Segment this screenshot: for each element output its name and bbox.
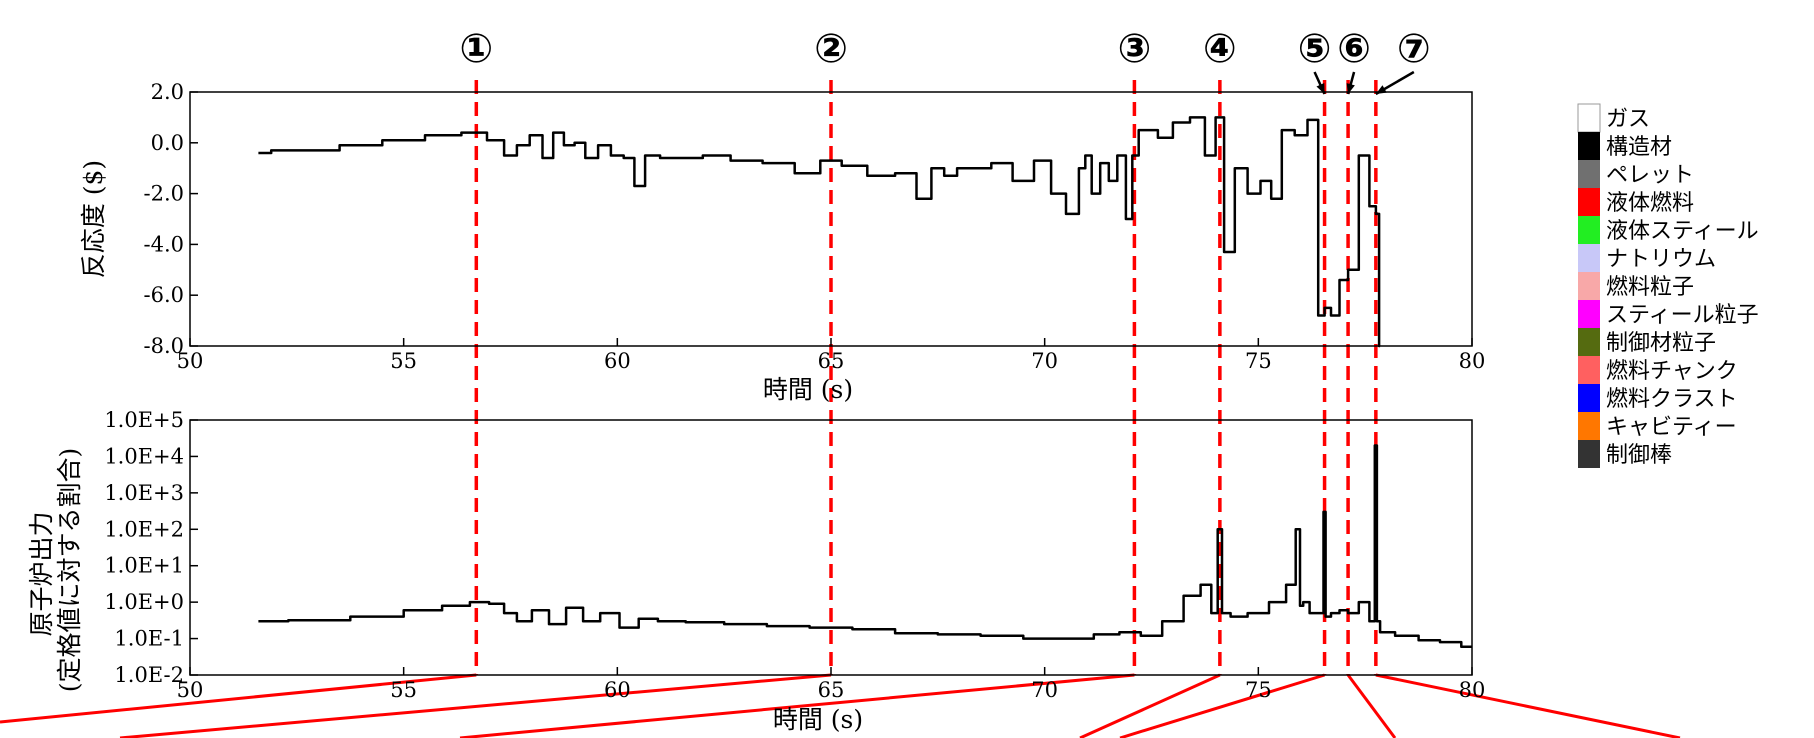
y-tick-label: 1.0E+0	[104, 590, 184, 614]
callout-line	[0, 673, 477, 724]
power-series-line	[258, 444, 1472, 648]
legend-label: キャビティー	[1606, 415, 1737, 440]
legend-item: 燃料粒子	[1578, 272, 1694, 300]
legend-label: 液体燃料	[1606, 191, 1694, 216]
y-tick-label: -6.0	[144, 283, 185, 307]
reactivity-chart: 2.0 0.0 -2.0 -4.0 -6.0 -8.0 50 55 60 65 70 75 80 時間…	[79, 80, 1485, 404]
y-tick-label: 1.0E+5	[104, 408, 184, 432]
legend-label: ナトリウム	[1606, 247, 1716, 272]
callout-lines	[0, 673, 1681, 738]
marker-label: ⑤	[1298, 26, 1332, 72]
x-tick-label: 70	[1031, 349, 1058, 373]
legend-item: 制御材粒子	[1578, 328, 1716, 356]
legend-item: キャビティー	[1578, 412, 1737, 440]
x-tick-label: 60	[604, 349, 631, 373]
x-tick-label: 80	[1459, 678, 1486, 702]
x-tick-label: 55	[390, 349, 417, 373]
x-tick-label: 80	[1459, 349, 1486, 373]
legend-item: ナトリウム	[1578, 244, 1716, 272]
reactivity-series-line	[258, 116, 1381, 348]
y-tick-label: 2.0	[151, 80, 184, 104]
legend-swatch	[1578, 160, 1600, 188]
y-tick-label: 0.0	[151, 131, 184, 155]
marker-label: ①	[459, 26, 493, 72]
legend-item: 構造材	[1578, 132, 1672, 160]
legend-swatch	[1578, 328, 1600, 356]
power-y-axis-label-line2: (定格値に対する割合)	[55, 448, 84, 693]
x-tick-label: 65	[818, 349, 845, 373]
legend-item: 制御棒	[1578, 440, 1672, 468]
marker-label: ④	[1203, 26, 1237, 72]
marker-label: ③	[1117, 26, 1151, 72]
legend-label: 燃料チャンク	[1606, 359, 1738, 384]
legend-swatch	[1578, 300, 1600, 328]
legend-item: ペレット	[1578, 160, 1694, 188]
callout-line	[1079, 673, 1221, 738]
x-tick-label: 50	[177, 349, 204, 373]
reactivity-x-axis-label: 時間 (s)	[763, 375, 853, 404]
marker-label: ⑦	[1397, 26, 1431, 72]
callout-line	[459, 673, 1135, 738]
x-tick-label: 50	[177, 678, 204, 702]
y-tick-label: -8.0	[144, 334, 185, 358]
legend-label: 制御棒	[1606, 443, 1672, 468]
legend-item: 燃料チャンク	[1578, 356, 1738, 384]
legend-swatch	[1578, 188, 1600, 216]
x-tick-label: 65	[818, 678, 845, 702]
callout-line	[1119, 673, 1326, 738]
legend-swatch	[1578, 132, 1600, 160]
legend-label: 制御材粒子	[1606, 331, 1716, 356]
legend-label: 構造材	[1606, 135, 1672, 160]
reactivity-y-ticks: 2.0 0.0 -2.0 -4.0 -6.0 -8.0	[144, 80, 198, 358]
legend: ガス構造材ペレット液体燃料液体スティールナトリウム燃料粒子スティール粒子制御材粒…	[1577, 103, 1759, 468]
legend-swatch	[1578, 440, 1600, 468]
legend-label: 燃料粒子	[1606, 275, 1694, 300]
legend-label: ガス	[1606, 107, 1650, 132]
callout-line	[119, 673, 832, 738]
power-chart: 1.0E+5 1.0E+4 1.0E+3 1.0E+2 1.0E+1 1.0E+0 1.0E…	[27, 408, 1485, 734]
x-tick-label: 75	[1245, 678, 1272, 702]
legend-item: 液体燃料	[1578, 188, 1694, 216]
legend-label: スティール粒子	[1606, 303, 1759, 328]
legend-item: 液体スティール	[1578, 216, 1759, 244]
y-tick-label: 1.0E-1	[114, 627, 184, 651]
y-tick-label: 1.0E+1	[104, 554, 184, 578]
power-y-axis-label: 原子炉出力 (定格値に対する割合)	[27, 448, 84, 693]
callout-line	[1346, 674, 1397, 738]
legend-swatch	[1578, 216, 1600, 244]
y-tick-label: 1.0E+3	[104, 481, 184, 505]
y-tick-label: 1.0E+2	[104, 517, 184, 541]
marker-label: ②	[814, 26, 848, 72]
power-y-axis-label-line1: 原子炉出力	[27, 511, 56, 636]
marker-label: ⑥	[1337, 26, 1371, 72]
legend-swatch	[1578, 412, 1600, 440]
reactivity-x-ticks: 50 55 60 65 70 75 80	[177, 338, 1486, 373]
y-tick-label: -4.0	[144, 232, 185, 256]
x-tick-label: 60	[604, 678, 631, 702]
legend-item: スティール粒子	[1578, 300, 1759, 328]
reactivity-y-axis-label: 反応度 ($)	[79, 160, 108, 278]
legend-label: 燃料クラスト	[1606, 387, 1738, 412]
legend-item: 燃料クラスト	[1578, 384, 1738, 412]
y-tick-label: 1.0E+4	[104, 444, 184, 468]
legend-swatch	[1578, 244, 1600, 272]
legend-item: ガス	[1577, 103, 1650, 133]
legend-swatch	[1577, 103, 1601, 133]
callout-line	[1375, 673, 1681, 738]
legend-swatch	[1578, 384, 1600, 412]
x-tick-label: 55	[390, 678, 417, 702]
power-x-ticks: 50 55 60 65 70 75 80	[177, 667, 1486, 702]
y-tick-label: 1.0E-2	[114, 663, 184, 687]
x-tick-label: 75	[1245, 349, 1272, 373]
power-y-ticks: 1.0E+5 1.0E+4 1.0E+3 1.0E+2 1.0E+1 1.0E+0 1.0E…	[104, 408, 198, 687]
legend-swatch	[1578, 272, 1600, 300]
legend-label: 液体スティール	[1606, 219, 1759, 244]
power-x-axis-label: 時間 (s)	[773, 705, 863, 734]
legend-swatch	[1578, 356, 1600, 384]
y-tick-label: -2.0	[144, 182, 185, 206]
legend-label: ペレット	[1606, 163, 1694, 188]
x-tick-label: 70	[1031, 678, 1058, 702]
